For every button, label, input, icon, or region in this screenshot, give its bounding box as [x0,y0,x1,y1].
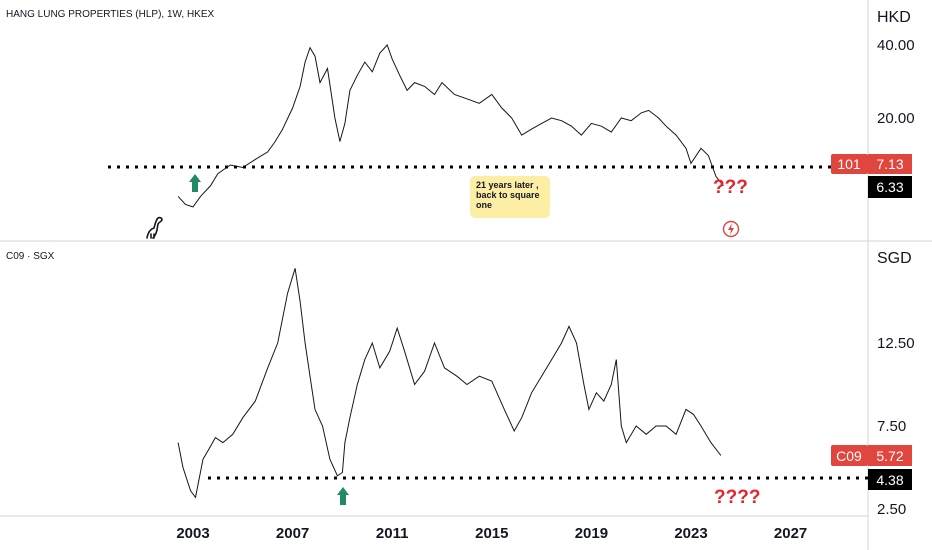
level-badge-hlp: 6.33 [868,176,912,198]
lightning-icon[interactable] [722,220,740,238]
svg-text:C09: C09 [836,448,862,464]
currency-label-hkd: HKD [877,9,911,26]
dinosaur-icon[interactable] [146,216,163,239]
series-line-c09 [177,268,722,499]
y-tick-label: 40.00 [877,37,915,54]
chart-title-c09: C09 · SGX [6,251,55,262]
x-axis[interactable]: 2003 2007 2011 2015 2019 2023 2027 [176,525,807,542]
y-axis-sgd[interactable]: 12.50 7.50 2.50 [877,335,915,518]
y-tick-label: 20.00 [877,110,915,127]
svg-text:7.13: 7.13 [876,156,903,172]
series-line-hlp [177,44,724,208]
level-badge-c09: 4.38 [868,469,912,490]
x-tick-label: 2027 [774,525,807,542]
up-arrow-icon [189,174,201,192]
y-tick-label: 12.50 [877,335,915,352]
question-marks-hlp: ??? [713,177,748,198]
x-tick-label: 2007 [276,525,309,542]
question-marks-c09: ???? [714,487,760,508]
x-tick-label: 2019 [575,525,608,542]
y-tick-label: 2.50 [877,501,906,518]
up-arrow-icon [337,487,349,505]
last-price-badge-hlp: 101 7.13 [831,154,912,174]
svg-text:6.33: 6.33 [876,179,903,195]
currency-label-sgd: SGD [877,250,912,267]
x-tick-label: 2011 [376,525,409,542]
last-price-badge-c09: C09 5.72 [831,445,912,466]
x-tick-label: 2003 [176,525,209,542]
y-axis-hkd[interactable]: 40.00 20.00 [877,37,915,127]
svg-text:101: 101 [837,156,861,172]
x-tick-label: 2015 [475,525,508,542]
x-tick-label: 2023 [674,525,707,542]
annotation-note[interactable]: 21 years later , back to square one [470,176,550,218]
svg-text:4.38: 4.38 [876,472,903,488]
y-tick-label: 7.50 [877,418,906,435]
chart-title-hlp: HANG LUNG PROPERTIES (HLP), 1W, HKEX [6,9,215,20]
svg-text:5.72: 5.72 [876,448,903,464]
